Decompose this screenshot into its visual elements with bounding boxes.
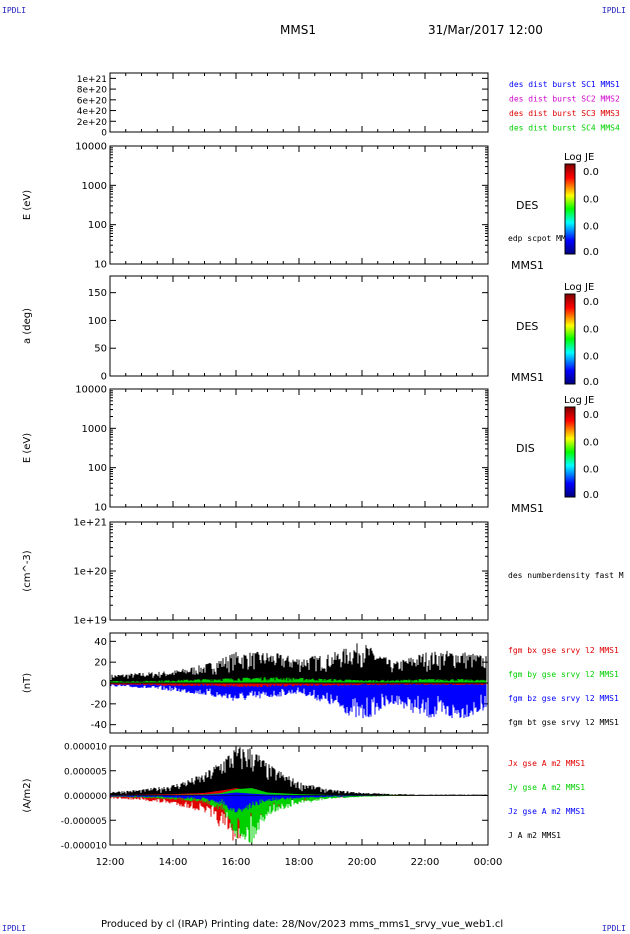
legend-entry: J A m2 MMS1 (508, 831, 561, 840)
y-tick-label: 20 (94, 658, 107, 669)
colorbar-label: 0.0 (583, 437, 599, 448)
y-tick-label: 1000 (82, 181, 107, 192)
colorbar-label: 0.0 (583, 222, 599, 233)
mission-title: MMS1 (280, 23, 316, 37)
colorbar-des-pitch (564, 293, 576, 385)
colorbar-label: 0.0 (583, 247, 599, 258)
legend-entry: fgm by gse srvy l2 MMS1 (508, 670, 619, 679)
y-tick-label: 1e+21 (73, 518, 107, 529)
colorbar-label: 0.0 (583, 490, 599, 501)
time-tick-label: 12:00 (96, 857, 125, 868)
y-tick-label: 10000 (75, 142, 107, 153)
y-axis-label-des-pitch: a (deg) (22, 308, 33, 344)
panel-frame-dis-energy (109, 388, 489, 508)
y-tick-label: 100 (88, 316, 107, 327)
panel-frame-density (109, 521, 489, 621)
y-tick-label: 1e+20 (73, 567, 107, 578)
y-tick-label: 10000 (75, 385, 107, 396)
colorbar-title: Log JE (564, 395, 594, 406)
panel-bottom-tag: MMS1 (511, 259, 544, 272)
y-axis-label-current: (A/m2) (22, 778, 33, 812)
legend-entry: Jz gse A m2 MMS1 (508, 807, 585, 816)
time-tick-label: 20:00 (348, 857, 377, 868)
y-tick-label: 10 (94, 260, 107, 271)
y-tick-label: 2e+20 (77, 118, 108, 128)
corner-label-bottom-right: IPDLI (601, 924, 626, 933)
colorbar-dis-energy (564, 406, 576, 498)
species-label-des-energy: DES (516, 199, 538, 212)
y-tick-label: 40 (94, 637, 107, 648)
colorbar-label: 0.0 (583, 194, 599, 205)
y-tick-label: -0.000005 (61, 817, 107, 827)
panel-frame-des-energy (109, 145, 489, 265)
colorbar-label: 0.0 (583, 167, 599, 178)
y-tick-label: 100 (88, 463, 107, 474)
colorbar-title: Log JE (564, 152, 594, 163)
plot-datetime: 31/Mar/2017 12:00 (428, 23, 543, 37)
overlay-label: edp scpot MMS1 (508, 234, 576, 243)
time-tick-label: 00:00 (474, 857, 503, 868)
y-tick-label: 0 (101, 679, 107, 690)
y-tick-label: -40 (91, 720, 107, 731)
colorbar-label: 0.0 (583, 410, 599, 421)
colorbar-label: 0.0 (583, 324, 599, 335)
colorbar-label: 0.0 (583, 377, 599, 388)
panel-frame-dist-burst (109, 72, 489, 133)
y-tick-label: 4e+20 (77, 107, 108, 117)
y-tick-label: 50 (94, 344, 107, 355)
colorbar-label: 0.0 (583, 465, 599, 476)
y-tick-label: 0.000010 (64, 743, 107, 753)
y-axis-label-dis-energy: E (eV) (22, 433, 33, 463)
legend-entry: fgm bz gse srvy l2 MMS1 (508, 694, 619, 703)
legend-entry: des dist burst SC2 MMS2 (509, 95, 620, 104)
footer-produced-by: Produced by cl (IRAP) Printing date: 28/… (101, 919, 504, 930)
y-axis-label-des-energy: E (eV) (22, 190, 33, 220)
y-tick-label: -20 (91, 699, 107, 710)
colorbar-des-energy (564, 163, 576, 255)
legend-entry: Jx gse A m2 MMS1 (508, 759, 585, 768)
y-axis-label-fgm: (nT) (22, 673, 33, 693)
y-tick-label: 10 (94, 503, 107, 514)
corner-label-bottom-left: IPDLI (2, 924, 27, 933)
y-tick-label: -0.000010 (61, 842, 107, 852)
panel-frame-des-pitch (109, 275, 489, 377)
legend-entry: des numberdensity fast M (508, 571, 624, 580)
y-axis-label-density: (cm^-3) (22, 550, 33, 591)
time-tick-label: 22:00 (411, 857, 440, 868)
species-label-dis-energy: DIS (516, 442, 535, 455)
y-tick-label: 100 (88, 220, 107, 231)
legend-entry: des dist burst SC1 MMS1 (509, 80, 620, 89)
y-tick-label: 0.000000 (64, 792, 107, 802)
time-tick-label: 14:00 (159, 857, 188, 868)
panel-bottom-tag: MMS1 (511, 502, 544, 515)
y-tick-label: 6e+20 (77, 96, 108, 106)
legend-entry: Jy gse A m2 MMS1 (508, 783, 585, 792)
legend-entry: des dist burst SC4 MMS4 (509, 124, 620, 133)
y-tick-label: 0 (101, 129, 107, 139)
corner-label-top-left: IPDLI (2, 6, 27, 15)
y-tick-label: 1e+21 (77, 75, 107, 85)
species-label-des-pitch: DES (516, 320, 538, 333)
colorbar-label: 0.0 (583, 352, 599, 363)
time-tick-label: 16:00 (222, 857, 251, 868)
y-tick-label: 1000 (82, 424, 107, 435)
y-tick-label: 8e+20 (77, 86, 108, 96)
legend-entry: des dist burst SC3 MMS3 (509, 109, 620, 118)
corner-label-top-right: IPDLI (601, 6, 626, 15)
y-tick-label: 0 (101, 372, 107, 383)
y-tick-label: 1e+19 (73, 616, 107, 627)
colorbar-label: 0.0 (583, 297, 599, 308)
colorbar-title: Log JE (564, 282, 594, 293)
y-tick-label: 0.000005 (64, 767, 107, 777)
legend-entry: fgm bx gse srvy l2 MMS1 (508, 646, 619, 655)
panel-bottom-tag: MMS1 (511, 371, 544, 384)
legend-entry: fgm bt gse srvy l2 MMS1 (508, 718, 619, 727)
time-tick-label: 18:00 (285, 857, 314, 868)
y-tick-label: 150 (88, 288, 107, 299)
